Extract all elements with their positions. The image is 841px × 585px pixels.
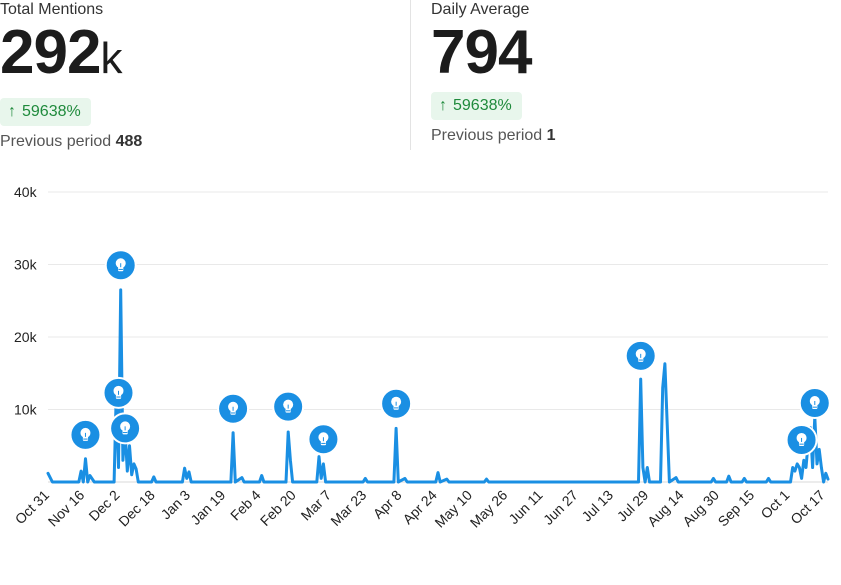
daily-average-previous: Previous period 1 — [431, 127, 556, 144]
x-tick-label: May 10 — [431, 487, 475, 531]
lightbulb-icon[interactable] — [109, 412, 142, 445]
daily-average-change: 59638% — [453, 97, 512, 114]
lightbulb-icon[interactable] — [217, 392, 250, 425]
stats-divider — [410, 0, 411, 150]
lightbulb-icon[interactable] — [624, 339, 657, 372]
x-tick-label: May 26 — [467, 487, 511, 531]
total-mentions-previous: Previous period 488 — [0, 133, 143, 150]
lightbulb-icon[interactable] — [785, 423, 818, 456]
lightbulb-icon[interactable] — [307, 423, 340, 456]
total-mentions-change: 59638% — [22, 103, 81, 120]
daily-average-stat: Daily Average 794 ↑ 59638% Previous perio… — [431, 0, 831, 146]
lightbulb-icon[interactable] — [798, 386, 831, 419]
lightbulb-icon[interactable] — [272, 390, 305, 423]
x-tick-label: Jun 27 — [540, 487, 581, 528]
daily-average-value: 794 — [431, 18, 532, 87]
total-mentions-previous-value: 488 — [115, 133, 143, 150]
daily-average-previous-value: 1 — [546, 127, 556, 144]
lightbulb-icon[interactable] — [104, 249, 137, 282]
x-tick-label: Jul 13 — [578, 487, 616, 525]
y-axis-ticks: 10k 20k 30k 40k — [14, 184, 38, 418]
x-tick-label: Oct 17 — [787, 487, 828, 528]
y-tick-label: 20k — [14, 329, 38, 345]
lightbulb-icon[interactable] — [380, 387, 413, 420]
x-tick-label: Aug 14 — [644, 487, 687, 530]
total-mentions-value: 292k — [0, 18, 123, 87]
x-tick-label: Oct 31 — [12, 487, 53, 528]
daily-average-label: Daily Average — [431, 1, 530, 18]
x-tick-label: Aug 30 — [679, 487, 722, 530]
x-tick-label: Jan 19 — [187, 487, 228, 528]
lightbulb-icon[interactable] — [102, 376, 135, 409]
total-mentions-change-badge: ↑ 59638% — [0, 98, 91, 126]
arrow-up-icon: ↑ — [8, 103, 16, 120]
x-tick-label: Sep 15 — [715, 487, 758, 530]
total-mentions-unit: k — [100, 34, 123, 83]
x-tick-label: Feb 20 — [257, 487, 299, 529]
x-tick-label: Dec 18 — [115, 487, 158, 530]
arrow-up-icon: ↑ — [439, 97, 447, 114]
total-mentions-stat: Total Mentions 292k ↑ 59638% Previous per… — [0, 0, 410, 152]
x-tick-label: Jun 11 — [505, 487, 545, 527]
series-line — [46, 288, 830, 484]
daily-average-change-badge: ↑ 59638% — [431, 92, 522, 120]
y-tick-label: 40k — [14, 184, 38, 200]
insight-markers — [69, 249, 831, 456]
y-tick-label: 30k — [14, 257, 38, 273]
x-tick-label: Mar 23 — [327, 487, 369, 529]
lightbulb-icon[interactable] — [69, 418, 102, 451]
y-tick-label: 10k — [14, 402, 38, 418]
x-tick-label: Nov 16 — [45, 487, 88, 530]
total-mentions-label: Total Mentions — [0, 1, 104, 18]
grid-lines — [48, 191, 828, 483]
